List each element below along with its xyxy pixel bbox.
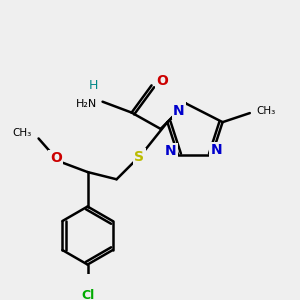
Text: H: H [89,79,98,92]
Text: O: O [157,74,168,88]
Text: Cl: Cl [81,289,94,300]
Text: methoxy: methoxy [26,129,33,130]
Text: S: S [134,150,144,164]
Text: O: O [50,152,62,165]
Text: N: N [165,144,176,158]
Text: H₂N: H₂N [76,98,97,109]
Text: CH₃: CH₃ [256,106,276,116]
Text: CH₃: CH₃ [12,128,31,138]
Text: N: N [211,143,222,157]
Text: N: N [173,104,184,118]
